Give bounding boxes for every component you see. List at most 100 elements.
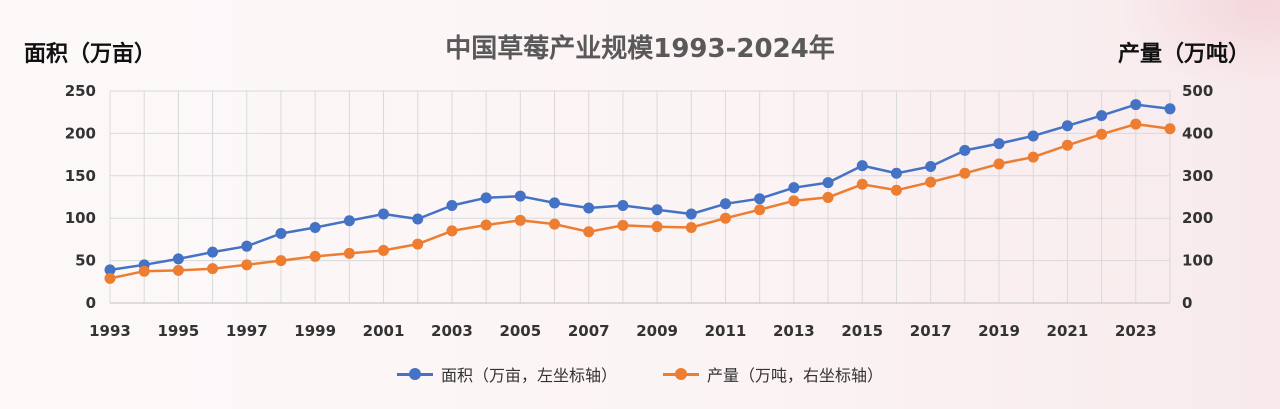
data-point-area (788, 182, 800, 194)
x-axis-tick-label: 2023 (1115, 322, 1157, 340)
data-point-area (651, 204, 663, 216)
data-point-output (514, 214, 526, 226)
data-point-output (104, 272, 116, 284)
data-point-output (1027, 151, 1039, 163)
legend-label-output: 产量（万吨，右坐标轴） (707, 366, 884, 385)
right-axis-tick-label: 400 (1182, 124, 1213, 142)
chart-title: 中国草莓产业规模1993-2024年 (445, 34, 835, 64)
x-axis-tick-label: 2001 (363, 322, 405, 340)
data-point-area (207, 246, 219, 258)
data-point-area (309, 222, 321, 234)
data-point-output (412, 238, 424, 250)
x-axis-tick-label: 2017 (910, 322, 952, 340)
data-point-output (993, 158, 1005, 170)
x-axis-tick-label: 2013 (773, 322, 815, 340)
x-axis-tick-label: 2019 (978, 322, 1020, 340)
data-point-area (890, 167, 902, 179)
data-point-area (412, 213, 424, 225)
x-axis-tick-label: 2021 (1047, 322, 1089, 340)
data-point-area (446, 199, 458, 211)
data-point-output (207, 263, 219, 275)
x-axis-tick-label: 2009 (636, 322, 678, 340)
x-axis-tick-label: 1999 (294, 322, 336, 340)
data-point-output (856, 178, 868, 190)
x-axis-tick-label: 2007 (568, 322, 610, 340)
legend-marker-area (396, 367, 433, 380)
right-axis-tick-label: 100 (1182, 252, 1213, 270)
data-point-output (1096, 128, 1108, 140)
data-point-area (583, 202, 595, 214)
data-point-output (1061, 139, 1073, 151)
left-axis-tick-label: 0 (86, 294, 96, 312)
data-point-area (343, 215, 355, 227)
left-axis-tick-label: 100 (65, 209, 96, 227)
right-axis-tick-label: 500 (1182, 82, 1213, 100)
data-point-output (480, 219, 492, 231)
right-axis-tick-label: 0 (1182, 294, 1192, 312)
left-axis-tick-label: 250 (65, 82, 96, 100)
data-point-area (1164, 103, 1176, 115)
left-axis-tick-label: 200 (65, 124, 96, 142)
left-axis-title: 面积（万亩） (24, 42, 157, 67)
data-point-output (890, 184, 902, 196)
data-point-area (822, 177, 834, 189)
data-point-output (959, 167, 971, 179)
data-point-area (993, 138, 1005, 150)
x-axis-tick-label: 2015 (841, 322, 883, 340)
data-point-output (1130, 118, 1142, 130)
data-point-area (549, 197, 561, 209)
data-point-area (685, 208, 697, 220)
x-axis-tick-label: 1993 (89, 322, 131, 340)
data-point-area (617, 199, 629, 211)
data-point-area (275, 227, 287, 239)
data-point-output (549, 218, 561, 230)
data-point-area (241, 240, 253, 252)
x-axis-tick-label: 1997 (226, 322, 268, 340)
data-point-area (1027, 130, 1039, 142)
data-point-output (617, 219, 629, 231)
legend: 面积（万亩，左坐标轴） 产量（万吨，右坐标轴） (0, 362, 1280, 386)
data-point-output (925, 176, 937, 188)
right-axis-tick-label: 300 (1182, 167, 1213, 185)
left-axis-tick-label: 50 (75, 252, 96, 270)
corner-decoration (1120, 0, 1280, 90)
data-point-output (241, 259, 253, 271)
data-point-area (856, 160, 868, 172)
data-point-output (719, 212, 731, 224)
data-point-output (343, 247, 355, 259)
data-point-output (788, 195, 800, 207)
data-point-output (138, 265, 150, 277)
data-point-output (754, 204, 766, 216)
x-axis-tick-label: 2005 (499, 322, 541, 340)
legend-item-output: 产量（万吨，右坐标轴） (663, 362, 883, 386)
series-line-output (109, 122, 1171, 280)
right-axis-title: 产量（万吨） (1117, 42, 1250, 67)
data-point-output (685, 222, 697, 234)
data-point-output (822, 191, 834, 203)
data-point-area (104, 264, 116, 276)
legend-item-area: 面积（万亩，左坐标轴） (396, 362, 617, 386)
x-axis-tick-label: 1995 (158, 322, 200, 340)
legend-label-area: 面积（万亩，左坐标轴） (440, 366, 617, 385)
data-point-area (1061, 120, 1073, 132)
data-point-area (378, 208, 390, 220)
data-point-area (959, 144, 971, 156)
data-point-output (172, 264, 184, 276)
data-point-area (514, 190, 526, 202)
x-axis-tick-label: 2011 (705, 322, 747, 340)
data-point-output (378, 244, 390, 256)
data-point-area (925, 160, 937, 172)
data-point-output (309, 250, 321, 262)
data-point-area (480, 192, 492, 204)
data-point-area (1130, 99, 1142, 111)
data-point-output (583, 226, 595, 238)
data-point-output (446, 225, 458, 237)
data-point-output (275, 255, 287, 267)
right-axis-tick-label: 200 (1182, 209, 1213, 227)
data-point-area (172, 253, 184, 265)
series-line-area (109, 103, 1171, 272)
data-point-area (1096, 110, 1108, 122)
data-point-output (1164, 123, 1176, 135)
x-axis-tick-label: 2003 (431, 322, 473, 340)
